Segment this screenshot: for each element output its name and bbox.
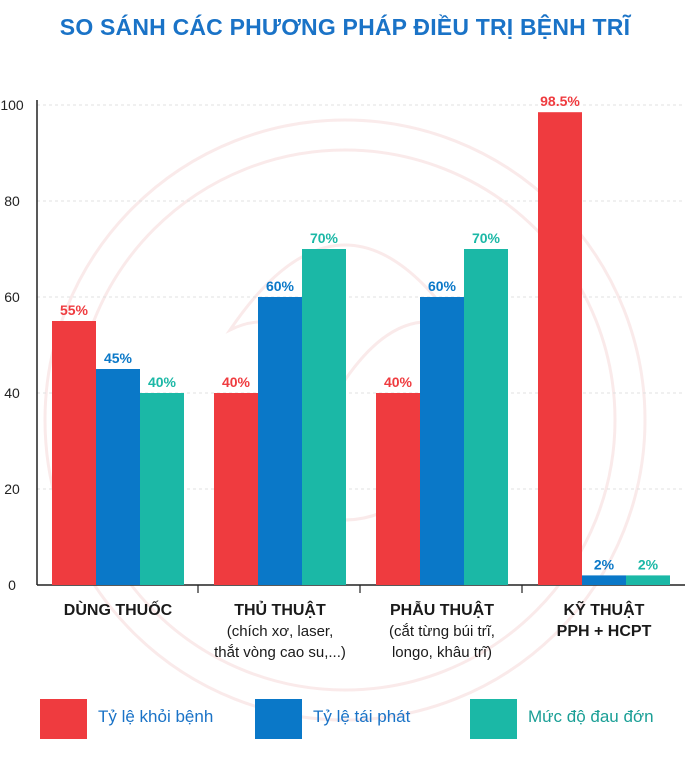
data-label: 98.5%: [540, 93, 580, 109]
y-tick-label: 40: [4, 385, 20, 401]
data-label: 60%: [428, 278, 457, 294]
data-label: 40%: [148, 374, 177, 390]
bar-2-2: [258, 297, 302, 585]
bar-3-4: [626, 575, 670, 585]
y-tick-label: 20: [4, 481, 20, 497]
legend: Tỷ lệ khỏi bệnh Tỷ lệ tái phát Mức độ đa…: [0, 695, 690, 741]
bar-3-1: [140, 393, 184, 585]
bar-1-1: [52, 321, 96, 585]
data-label: 45%: [104, 350, 133, 366]
category-label: (chích xơ, laser,: [227, 623, 334, 640]
y-tick-label: 80: [4, 193, 20, 209]
data-label: 70%: [310, 230, 339, 246]
category-label: THỦ THUẬT: [234, 600, 326, 619]
data-label: 40%: [222, 374, 251, 390]
bar-1-2: [214, 393, 258, 585]
category-label: (cắt từng búi trĩ,: [389, 623, 495, 640]
bar-1-3: [376, 393, 420, 585]
bar-1-4: [538, 112, 582, 585]
bar-2-3: [420, 297, 464, 585]
category-label: KỸ THUẬT: [564, 599, 645, 619]
y-tick-label: 0: [8, 577, 16, 593]
legend-swatch-recovery: [40, 699, 87, 739]
legend-swatch-relapse: [255, 699, 302, 739]
legend-label-recovery: Tỷ lệ khỏi bệnh: [98, 707, 214, 726]
data-label: 60%: [266, 278, 295, 294]
category-label: DÙNG THUỐC: [64, 599, 173, 619]
bar-3-2: [302, 249, 346, 585]
y-tick-label: 60: [4, 289, 20, 305]
data-label: 55%: [60, 302, 89, 318]
bar-2-1: [96, 369, 140, 585]
data-label: 2%: [594, 556, 615, 572]
bar-3-3: [464, 249, 508, 585]
y-tick-label: 100: [0, 97, 24, 113]
bar-2-4: [582, 575, 626, 585]
legend-label-relapse: Tỷ lệ tái phát: [313, 707, 411, 726]
category-label: PHẪU THUẬT: [390, 600, 494, 619]
category-label: PPH + HCPT: [557, 623, 652, 640]
category-label: thắt vòng cao su,...): [214, 644, 346, 661]
bar-chart: 0 20 40 60 80 100 DÙNG THUỐC THỦ THUẬT (chích xơ…: [0, 93, 685, 661]
category-label: longo, khâu trĩ): [392, 644, 492, 661]
legend-swatch-pain: [470, 699, 517, 739]
legend-label-pain: Mức độ đau đớn: [528, 707, 654, 726]
data-label: 40%: [384, 374, 413, 390]
chart-title: SO SÁNH CÁC PHƯƠNG PHÁP ĐIỀU TRỊ BỆNH TR…: [59, 14, 631, 40]
data-label: 2%: [638, 556, 659, 572]
data-label: 70%: [472, 230, 501, 246]
